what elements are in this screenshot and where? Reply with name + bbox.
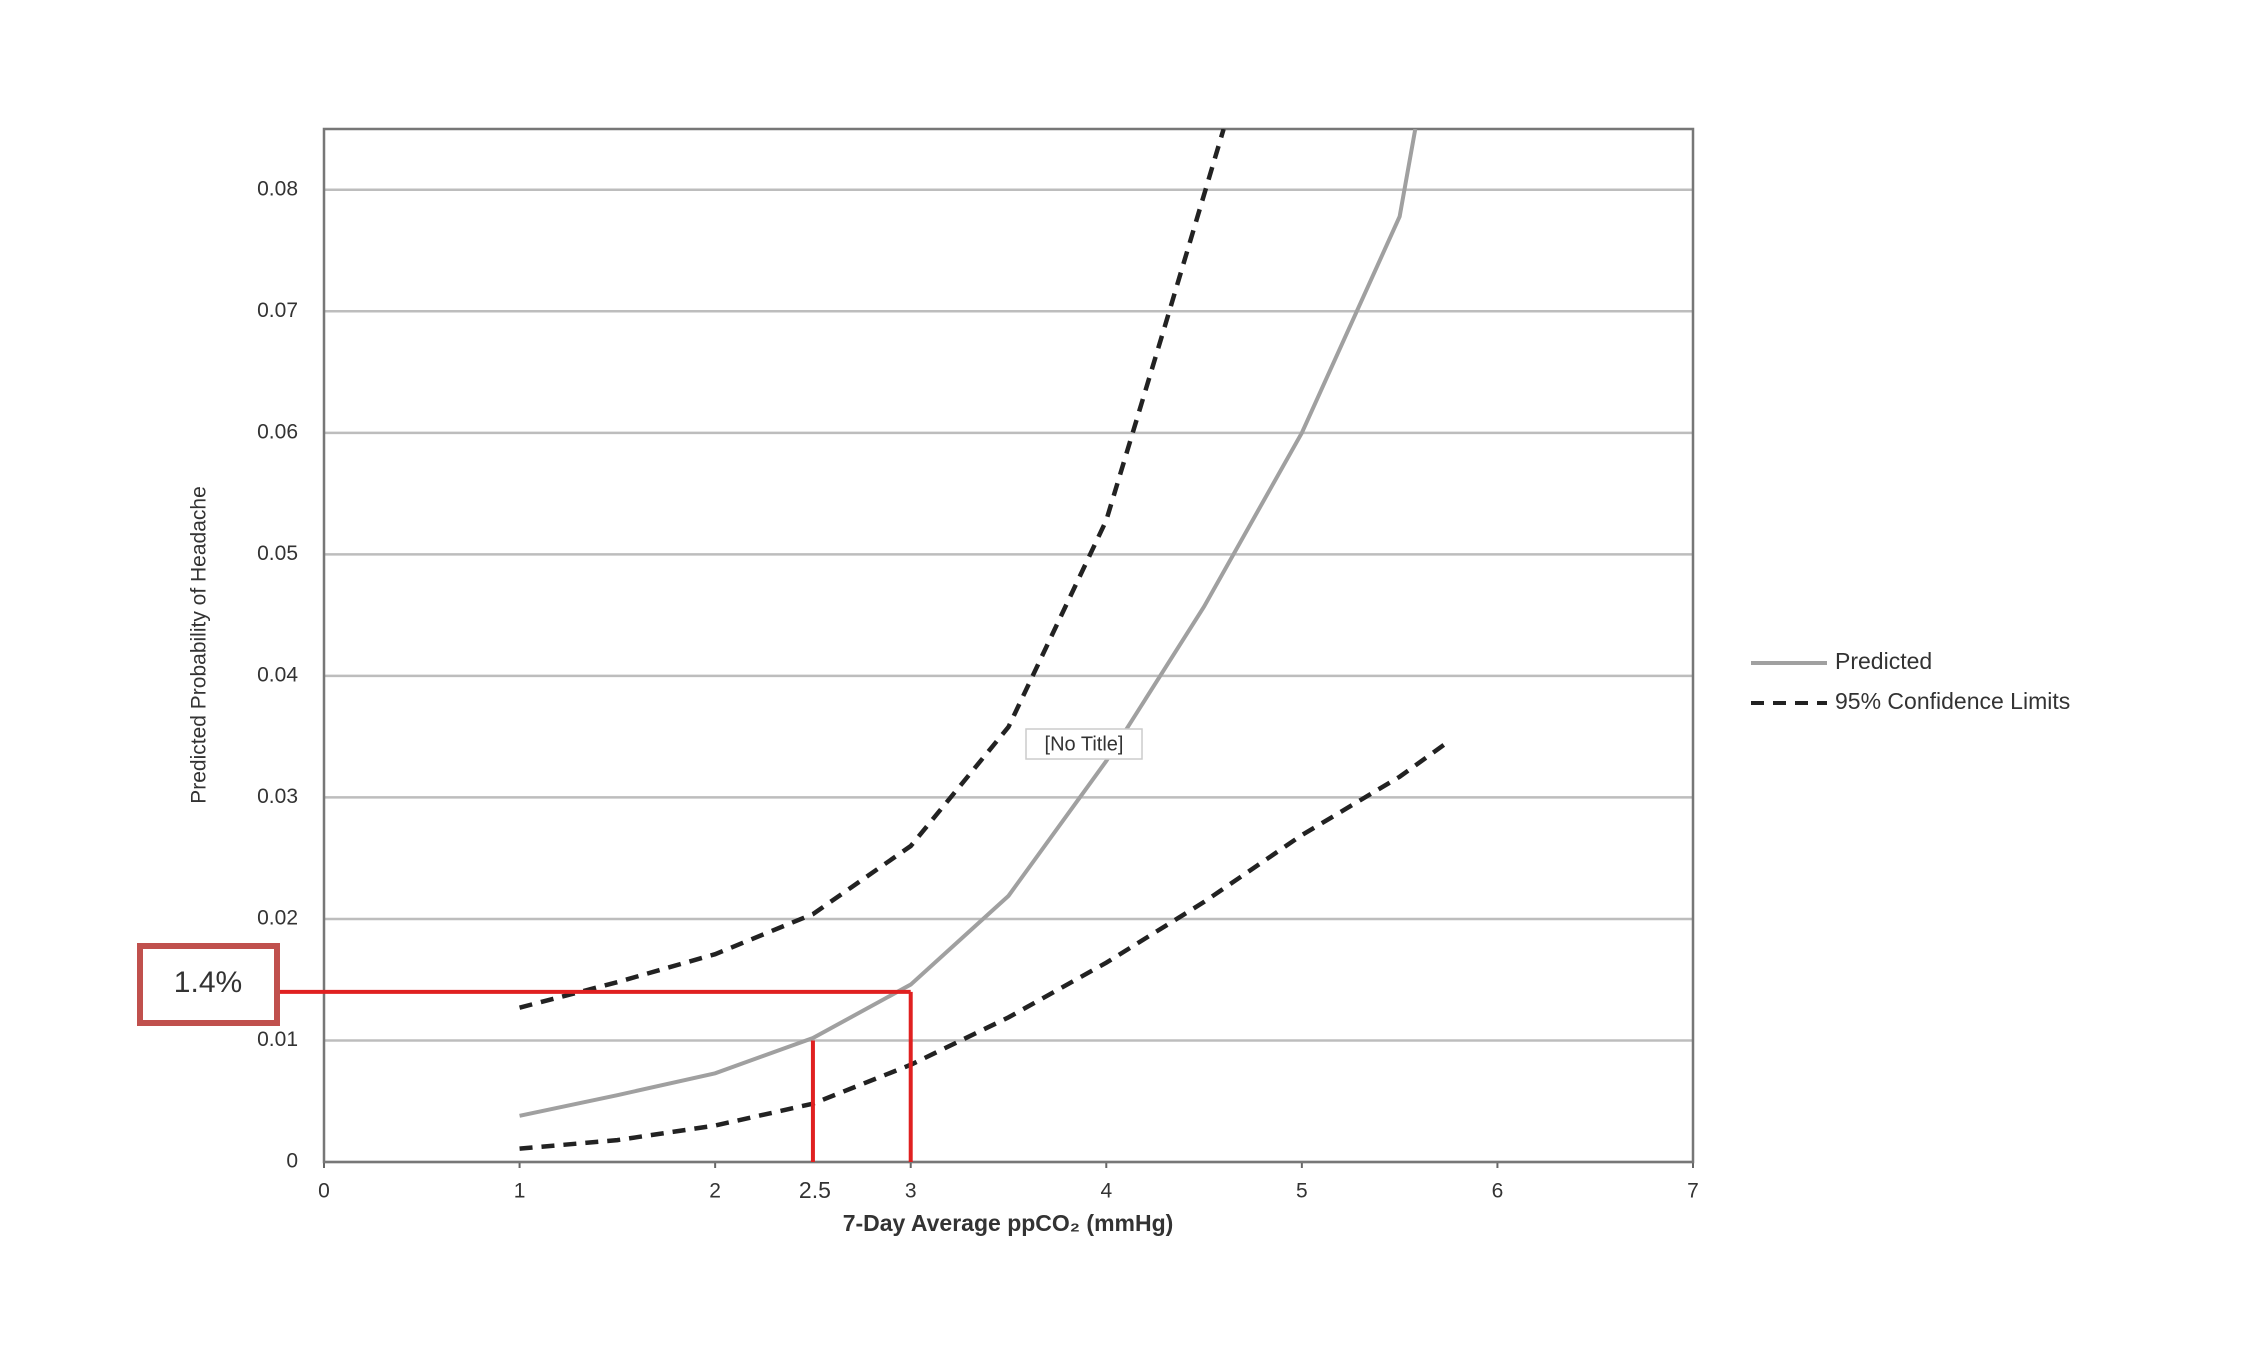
y-tick-label: 0.06 [257, 420, 298, 443]
y-axis-label: Predicted Probability of Headache [188, 486, 211, 804]
x-tick-label: 6 [1492, 1180, 1504, 1203]
y-tick-label: 0.01 [257, 1028, 298, 1051]
legend-label: 95% Confidence Limits [1835, 688, 2070, 714]
x-tick-label: 7 [1687, 1180, 1699, 1203]
plot-frame [322, 127, 1695, 1164]
x-tick-label: 3 [905, 1180, 917, 1203]
x-tick-label: 5 [1296, 1180, 1308, 1203]
y-tick-label: 0 [286, 1150, 298, 1173]
no-title: [No Title] [1045, 733, 1124, 755]
y-tick-label: 0.07 [257, 299, 298, 322]
callout-label: 1.4% [174, 966, 242, 999]
series-line [519, 129, 1226, 1010]
callout-box [137, 943, 280, 1026]
series-line [519, 739, 1450, 1151]
x-axis-label: 7-Day Average ppCO₂ (mmHg) [843, 1210, 1174, 1236]
y-tick-label: 0.02 [257, 906, 298, 929]
y-tick-label: 0.08 [257, 177, 298, 200]
series-line [519, 129, 1418, 1118]
no-title-box [1025, 728, 1143, 760]
x-tick-label: 2 [709, 1180, 721, 1203]
plot-area [519, 129, 1450, 1151]
y-tick-label: 0.05 [257, 542, 298, 565]
legend-label: Predicted [1835, 648, 1932, 674]
x-tick-label: 0 [318, 1180, 330, 1203]
y-tick-label: 0.04 [257, 663, 298, 686]
x-tick-label: 4 [1100, 1180, 1112, 1203]
callout-x-label: 2.5 [799, 1177, 831, 1203]
y-tick-label: 0.03 [257, 785, 298, 808]
x-tick-label: 1 [514, 1180, 526, 1203]
